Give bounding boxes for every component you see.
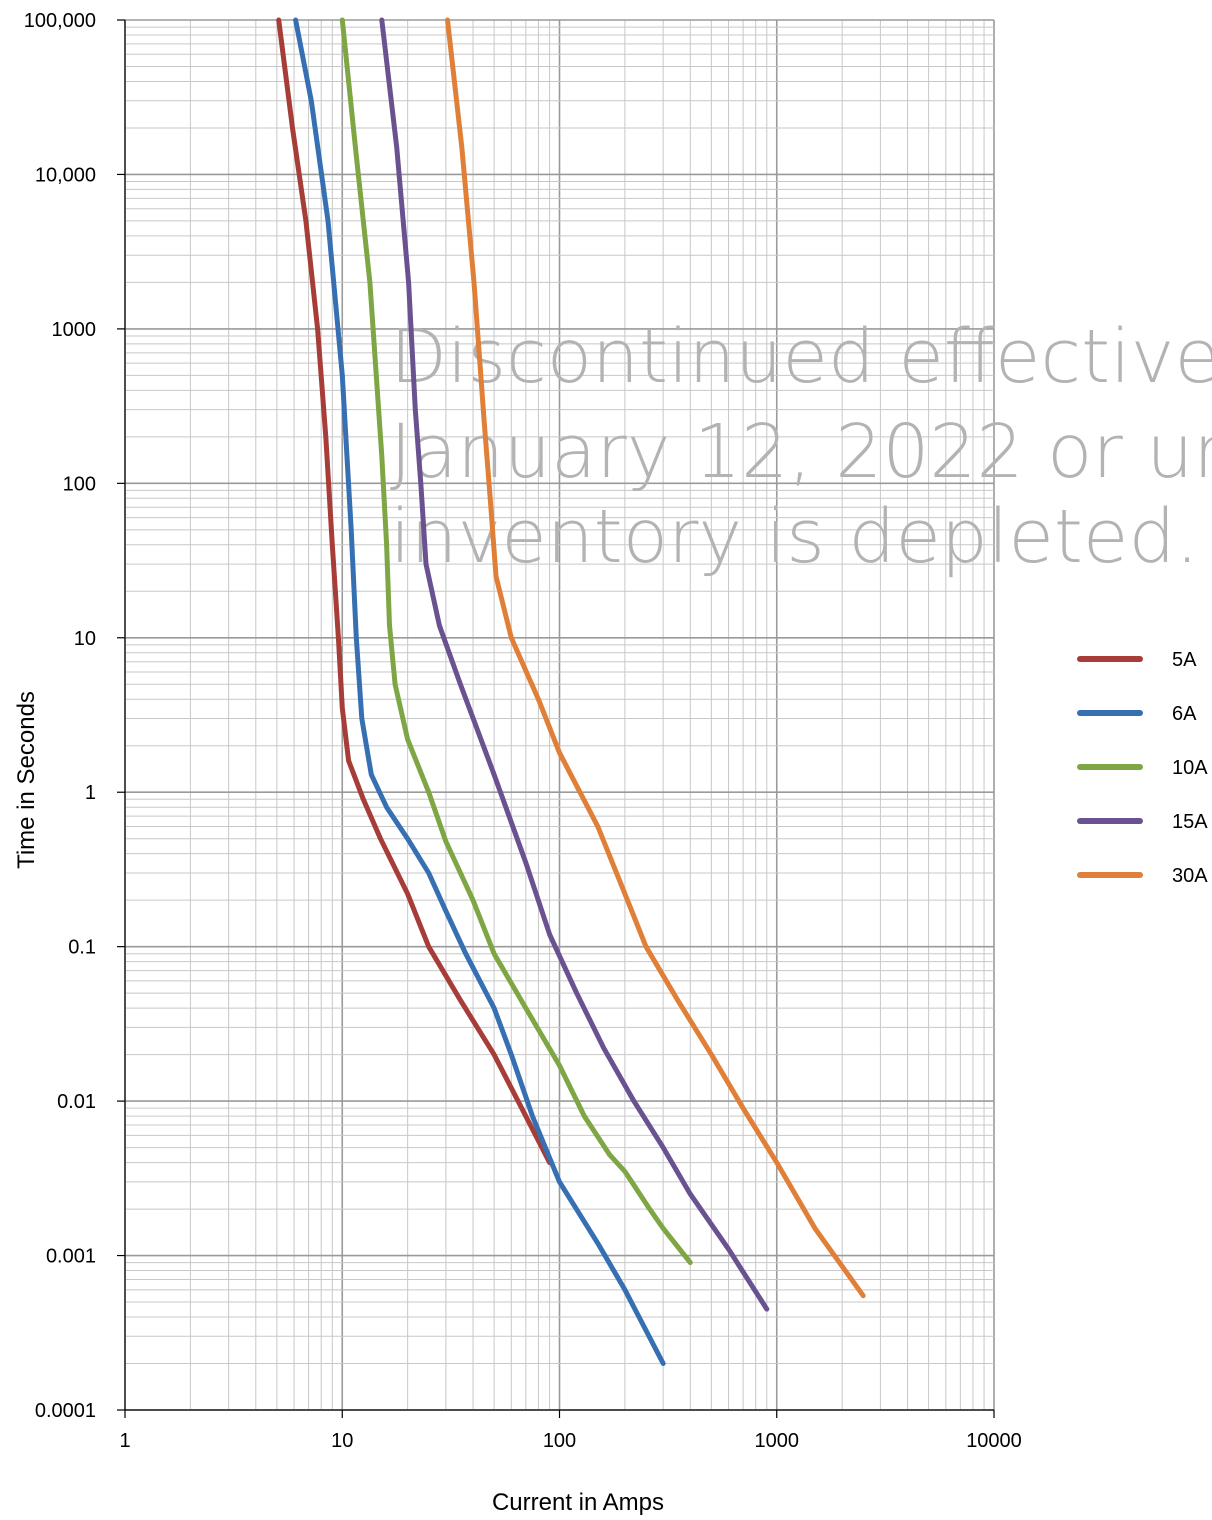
grid — [117, 19, 995, 1418]
x-tick-label: 100 — [543, 1430, 576, 1452]
y-tick-label: 0.0001 — [35, 1400, 96, 1422]
y-tick-label: 1 — [85, 782, 96, 804]
y-tick-label: 1000 — [52, 319, 97, 341]
y-axis-title: Time in Seconds — [13, 691, 40, 869]
series-line-5A — [276, 17, 553, 1166]
series-lines — [276, 17, 866, 1366]
series-line-10A — [339, 17, 693, 1266]
y-tick-label: 0.001 — [46, 1246, 96, 1268]
legend-label: 5A — [1172, 649, 1197, 671]
series-line-6A — [293, 17, 666, 1366]
tick-labels: 1 10 100 1000 10000 0.0001 0.001 0.01 0.1 1 10 100 1… — [24, 10, 1022, 1452]
series-line-30A — [445, 17, 866, 1299]
x-tick-label: 10 — [331, 1430, 353, 1452]
y-tick-label: 0.01 — [57, 1091, 96, 1113]
y-tick-label: 100,000 — [24, 10, 96, 32]
watermark: Discontinued effective January 12, 2022 … — [390, 314, 1212, 580]
x-tick-label: 10000 — [966, 1430, 1022, 1452]
legend-label: 6A — [1172, 703, 1197, 725]
watermark-line-1: Discontinued effective — [390, 314, 1212, 400]
legend: 5A 6A 10A 15A 30A — [1077, 649, 1208, 887]
watermark-line-3: inventory is depleted. — [390, 494, 1199, 580]
x-tick-label: 1 — [119, 1430, 130, 1452]
y-tick-label: 0.1 — [68, 937, 96, 959]
x-axis-title: Current in Amps — [492, 1489, 664, 1516]
legend-label: 30A — [1172, 865, 1208, 887]
legend-label: 15A — [1172, 811, 1208, 833]
y-tick-label: 100 — [63, 473, 96, 495]
y-tick-label: 10 — [74, 628, 96, 650]
y-tick-label: 10,000 — [35, 164, 96, 186]
series-line-15A — [379, 17, 770, 1312]
legend-label: 10A — [1172, 757, 1208, 779]
watermark-line-2: January 12, 2022 or until — [390, 409, 1212, 495]
x-tick-label: 1000 — [755, 1430, 800, 1452]
